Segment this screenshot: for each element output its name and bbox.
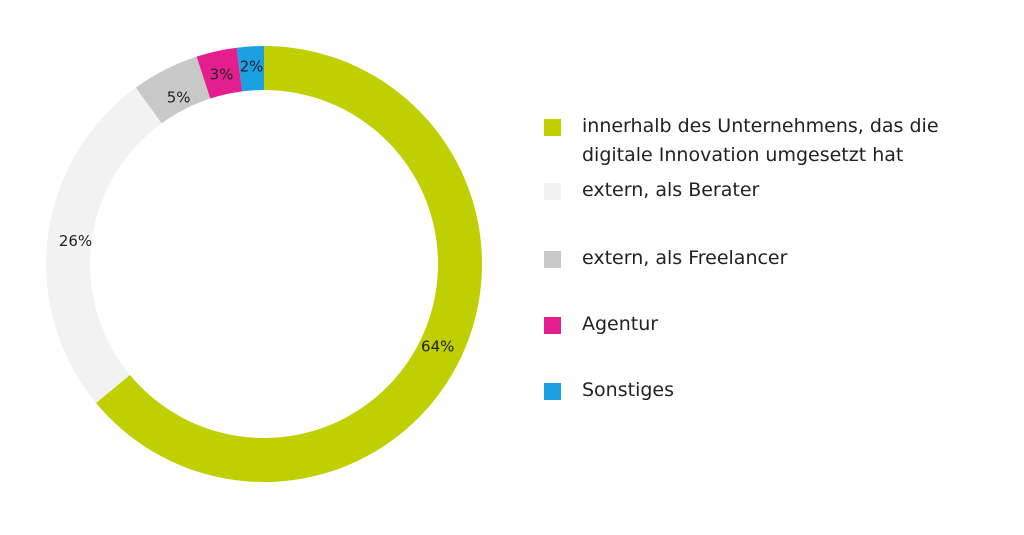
legend-label: Sonstiges: [582, 379, 675, 401]
slice-value-label: 26%: [59, 232, 92, 250]
slice-value-label: 5%: [167, 88, 191, 106]
legend-label: innerhalb des Unternehmens, das die digi…: [582, 115, 939, 166]
legend-swatch: [544, 251, 561, 268]
legend-item: extern, als Berater: [544, 179, 759, 205]
legend-label: Agentur: [582, 313, 659, 335]
legend-label: extern, als Berater: [582, 179, 760, 201]
legend-swatch: [544, 119, 561, 136]
legend-item: extern, als Freelancer: [544, 247, 787, 273]
legend-label: extern, als Freelancer: [582, 247, 788, 269]
legend-swatch: [544, 183, 561, 200]
donut-slice: [196, 47, 243, 99]
donut-slices: [45, 46, 482, 483]
slice-value-label: 3%: [210, 66, 234, 84]
legend-item: Agentur: [544, 313, 658, 339]
donut-slice: [96, 46, 482, 483]
legend-swatch: [544, 317, 561, 334]
legend-swatch: [544, 383, 561, 400]
donut-slice: [135, 56, 211, 124]
legend-item: innerhalb des Unternehmens, das die digi…: [544, 115, 982, 170]
slice-value-label: 64%: [421, 338, 454, 356]
donut-slice: [236, 46, 264, 92]
slice-value-label: 2%: [240, 57, 264, 75]
legend-item: Sonstiges: [544, 379, 674, 405]
donut-value-labels: 64% 26% 5% 3% 2%: [59, 57, 455, 355]
donut-slice: [45, 87, 162, 403]
